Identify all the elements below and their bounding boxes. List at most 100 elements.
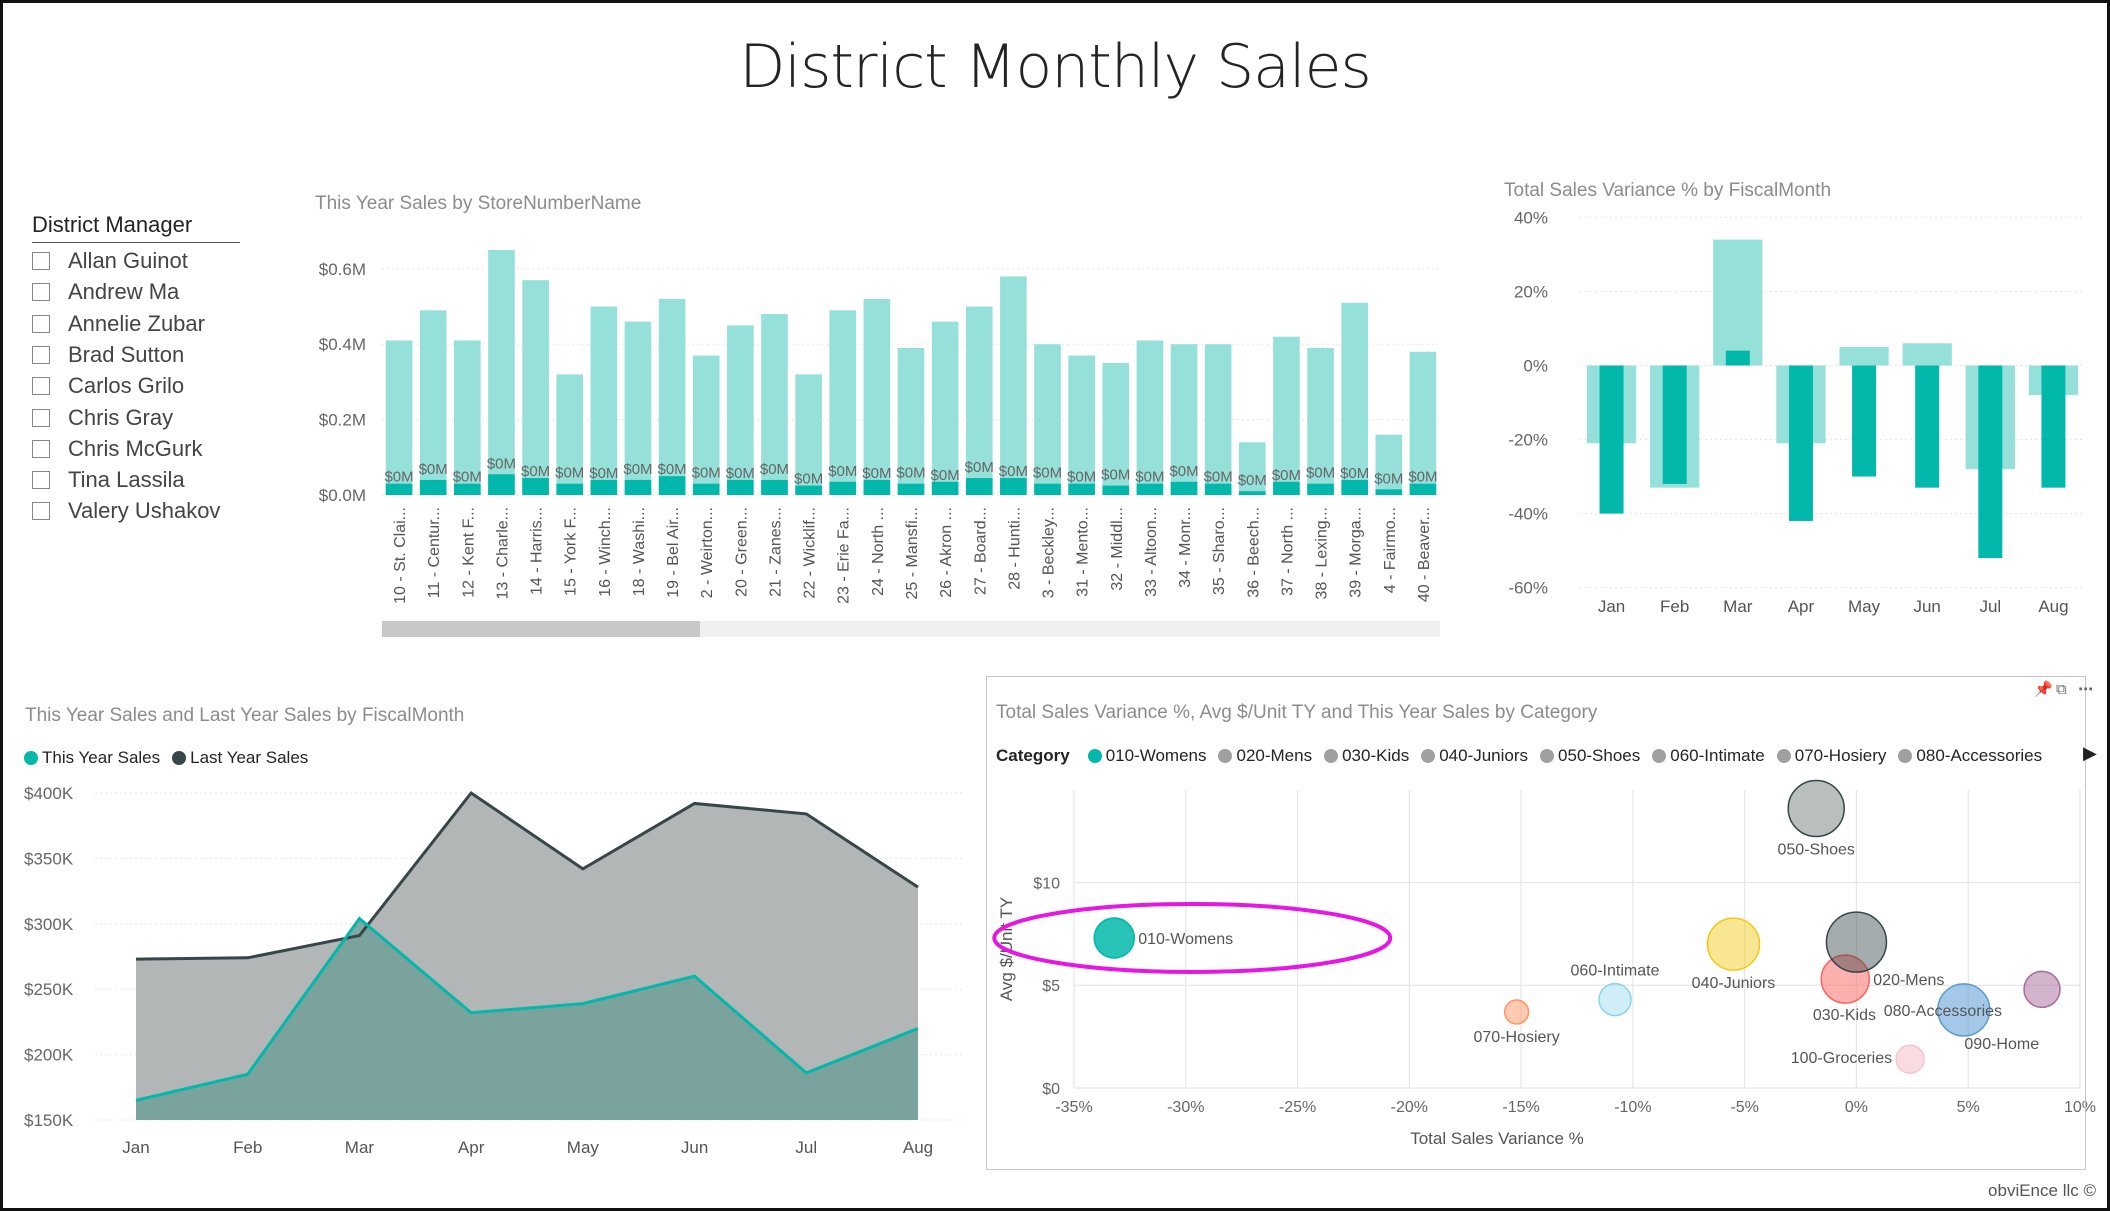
- category-legend-item[interactable]: 060-Intimate: [1652, 746, 1765, 766]
- category-legend-item[interactable]: 040-Juniors: [1421, 746, 1528, 766]
- bar-segment: [522, 478, 549, 495]
- x-tick-label: 25 - Mansfi...: [904, 507, 921, 599]
- bar-segment: [1068, 483, 1095, 495]
- line-last-year: [135, 790, 919, 961]
- category-legend-item[interactable]: 070-Hosiery: [1776, 746, 1886, 766]
- store-chart-scrollbar-thumb[interactable]: [382, 621, 700, 637]
- bar-total: [658, 299, 686, 495]
- slicer-item[interactable]: Brad Sutton: [32, 342, 184, 368]
- x-tick-label: Jul: [1979, 597, 2001, 616]
- checkbox[interactable]: [32, 471, 50, 490]
- legend-item-last-year[interactable]: Last Year Sales: [172, 748, 308, 768]
- data-label: $0M: [828, 463, 857, 480]
- bar-total: [1375, 434, 1403, 495]
- y-tick-label: $0: [1042, 1081, 1060, 1098]
- legend-label-last-year: Last Year Sales: [190, 748, 309, 767]
- bubble: [1895, 1044, 1925, 1074]
- bar-variance: [1662, 365, 1687, 484]
- checkbox[interactable]: [32, 283, 50, 302]
- category-legend-item[interactable]: 030-Kids: [1324, 746, 1409, 766]
- slicer-item-label: Tina Lassila: [68, 467, 185, 493]
- bar-variance: [1599, 365, 1624, 514]
- x-tick-label: May: [567, 1138, 600, 1157]
- category-legend-item[interactable]: 020-Mens: [1218, 746, 1312, 766]
- bubble: [1825, 911, 1888, 973]
- slicer-item[interactable]: Chris McGurk: [32, 436, 202, 462]
- bar-total: [863, 299, 891, 495]
- category-legend-item[interactable]: 080-Accessories: [1898, 746, 2042, 766]
- data-label: $0M: [589, 465, 618, 482]
- bar-segment: [1375, 489, 1403, 495]
- slicer-item[interactable]: Allan Guinot: [32, 248, 188, 274]
- x-tick-label: Jan: [122, 1138, 149, 1157]
- x-tick-label: 5%: [1957, 1099, 1980, 1116]
- checkbox[interactable]: [32, 502, 50, 521]
- checkbox[interactable]: [32, 377, 50, 396]
- bar-segment: [1136, 483, 1164, 495]
- bar-total: [761, 314, 788, 495]
- checkbox[interactable]: [32, 439, 50, 458]
- x-tick-label: 10 - St. Clai...: [392, 507, 409, 604]
- x-tick-label: May: [1848, 597, 1881, 616]
- bubble-label: 100-Groceries: [1791, 1050, 1892, 1067]
- x-tick-label: 24 - North ...: [870, 507, 887, 596]
- x-tick-label: -25%: [1279, 1099, 1316, 1116]
- x-tick-label: Aug: [2038, 597, 2068, 616]
- legend-item-this-year[interactable]: This Year Sales: [24, 748, 160, 768]
- bubble: [1503, 999, 1530, 1025]
- slicer-item[interactable]: Tina Lassila: [32, 467, 185, 493]
- checkbox[interactable]: [32, 314, 50, 333]
- y-tick-label: $10: [1033, 875, 1060, 892]
- checkbox[interactable]: [32, 345, 50, 364]
- data-label: $0M: [1204, 469, 1233, 486]
- bar-segment: [795, 485, 822, 495]
- bar-total: [419, 310, 447, 495]
- category-legend-title: Category: [996, 746, 1070, 765]
- pin-icon[interactable]: 📌: [2034, 680, 2053, 698]
- category-legend-item[interactable]: 050-Shoes: [1540, 746, 1640, 766]
- x-tick-label: Apr: [458, 1138, 485, 1157]
- x-tick-label: 14 - Harris...: [529, 507, 546, 595]
- legend-label: 030-Kids: [1342, 746, 1410, 765]
- bar-total: [1307, 348, 1334, 495]
- slicer-item[interactable]: Annelie Zubar: [32, 311, 205, 337]
- data-label: $0M: [623, 461, 652, 478]
- focus-mode-icon[interactable]: ⧉: [2056, 680, 2067, 698]
- bar-variance: [1725, 350, 1750, 366]
- checkbox[interactable]: [32, 408, 50, 427]
- data-label: $0M: [1067, 469, 1096, 486]
- data-label: $0M: [1340, 465, 1369, 482]
- x-tick-label: Jun: [1913, 597, 1940, 616]
- y-tick-label: $400K: [24, 784, 74, 803]
- slicer-item[interactable]: Valery Ushakov: [32, 498, 220, 524]
- bar-variance: [2041, 365, 2066, 488]
- slicer-item[interactable]: Chris Gray: [32, 405, 173, 431]
- bar-total: [1136, 340, 1164, 495]
- y-tick-label: $250K: [24, 980, 74, 999]
- x-tick-label: 11 - Centur...: [426, 507, 443, 598]
- more-options-icon[interactable]: ⋯: [2078, 680, 2093, 698]
- category-scatter-plot: -35% -30% -25% -20% -15% -10% -5% 0% 5% 10% $0 $5 $1…: [992, 779, 2096, 1148]
- x-tick-label: -10%: [1614, 1099, 1651, 1116]
- bar-total: [454, 340, 481, 495]
- category-legend-items: 010-Womens 020-Mens 030-Kids 040-Juniors 050…: [1087, 746, 2054, 766]
- legend-next-arrow-icon[interactable]: ▶: [2083, 743, 2097, 764]
- y-tick-label: $150K: [24, 1111, 74, 1130]
- bubble-label: 060-Intimate: [1571, 963, 1660, 980]
- bar-segment: [1000, 478, 1027, 495]
- x-tick-label: -5%: [1730, 1099, 1758, 1116]
- legend-dot: [1776, 749, 1791, 763]
- bubble-label: 040-Juniors: [1692, 975, 1776, 992]
- slicer-item[interactable]: Carlos Grilo: [32, 373, 184, 399]
- slicer-item-label: Chris McGurk: [68, 435, 203, 461]
- category-legend-item[interactable]: 010-Womens: [1087, 746, 1206, 766]
- x-tick-label: -30%: [1167, 1099, 1204, 1116]
- checkbox[interactable]: [32, 252, 50, 270]
- highlight-ellipse: [992, 901, 1393, 974]
- bar-variance: [1788, 365, 1813, 521]
- x-tick-label: 40 - Beaver...: [1416, 507, 1433, 602]
- data-label: $0M: [692, 465, 721, 482]
- bar-total: [488, 250, 515, 495]
- x-tick-label: 27 - Board...: [972, 507, 989, 595]
- slicer-item[interactable]: Andrew Ma: [32, 279, 179, 305]
